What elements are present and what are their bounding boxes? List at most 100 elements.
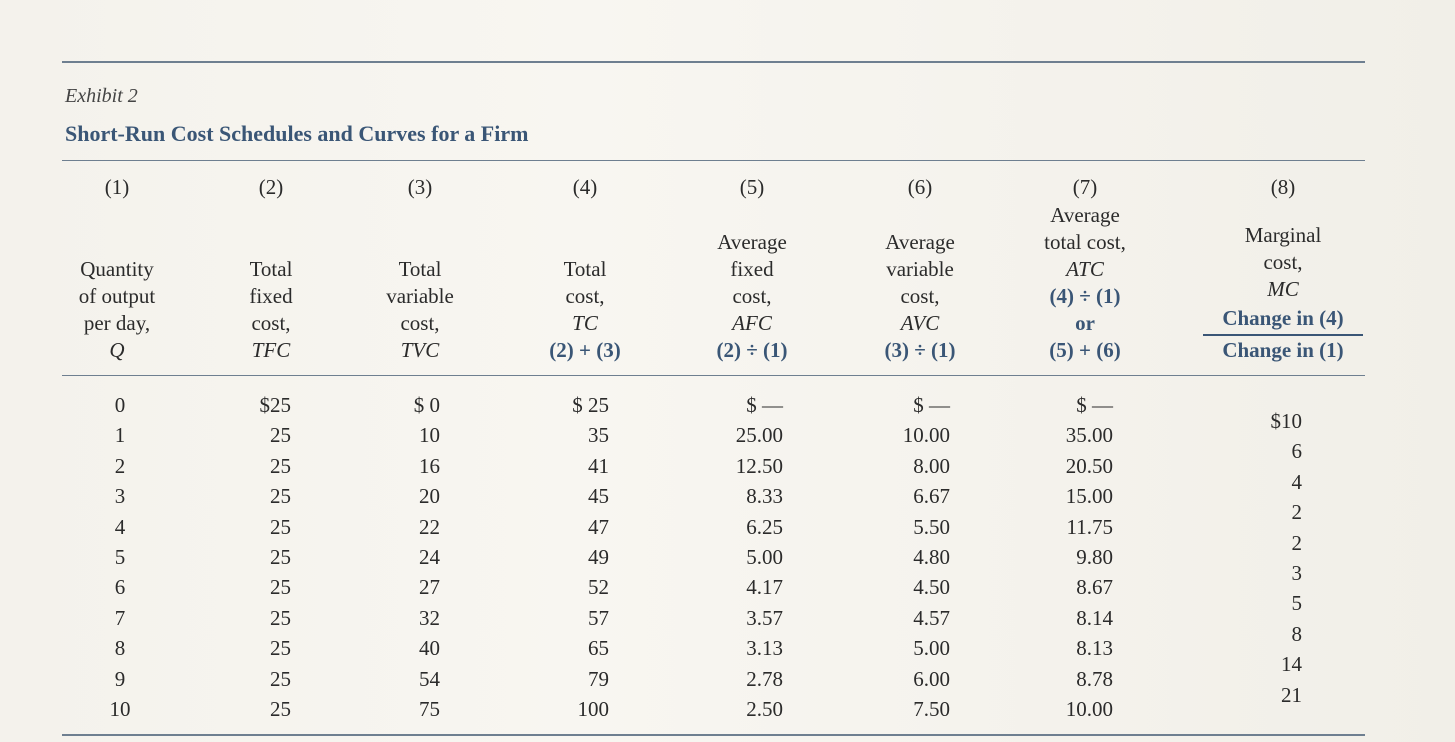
- table-cell: 25: [270, 575, 291, 600]
- table-cell: 15.00: [1065, 484, 1113, 509]
- table-cell: 25: [270, 605, 291, 630]
- column-number: (4): [572, 175, 598, 199]
- column-header: fixed: [249, 284, 293, 308]
- table-cell: 49: [588, 545, 609, 569]
- fraction-denominator: Change in (1): [1222, 338, 1344, 362]
- table-cell: 4.17: [746, 575, 783, 600]
- marginal-cost: 2: [1291, 530, 1303, 555]
- table-cell: 35: [588, 423, 609, 448]
- column-header: cost,: [251, 311, 291, 335]
- column-header: TC: [572, 311, 598, 335]
- table-cell: 100: [577, 697, 610, 721]
- table-cell: 2.78: [746, 666, 783, 691]
- marginal-cost: 14: [1281, 652, 1302, 677]
- column-header: TVC: [400, 338, 440, 362]
- fraction-numerator: Change in (4): [1222, 306, 1344, 330]
- table-cell: 25: [270, 545, 291, 569]
- table-cell: 27: [419, 575, 440, 600]
- table-cell: 6.25: [746, 514, 783, 539]
- table-cell: 2: [114, 453, 126, 478]
- table-cell: 16: [419, 453, 440, 478]
- marginal-cost: 8: [1291, 621, 1303, 646]
- table-cell: $ —: [1076, 393, 1113, 417]
- table-cell: 5.00: [746, 545, 783, 569]
- column-header: Total: [563, 257, 607, 281]
- column-number: (2): [258, 175, 284, 199]
- column-header: total cost,: [1044, 230, 1126, 254]
- column-header: Quantity: [80, 257, 154, 281]
- column-header: Total: [249, 257, 293, 281]
- table-cell: 54: [419, 666, 440, 691]
- table-cell: 24: [419, 545, 440, 569]
- column-header: (2) + (3): [549, 338, 621, 362]
- table-cell: 35.00: [1065, 423, 1113, 448]
- column-header: Average: [717, 230, 787, 254]
- column-header: ATC: [1066, 257, 1104, 281]
- table-cell: 32: [419, 605, 440, 630]
- column-number: (5): [739, 175, 765, 199]
- table-cell: 8.00: [913, 453, 950, 478]
- table-cell: 6.67: [913, 484, 950, 509]
- table-cell: 45: [588, 484, 609, 509]
- column-header: cost,: [900, 284, 940, 308]
- column-header: Total: [398, 257, 442, 281]
- column-header: or: [1075, 311, 1095, 335]
- column-header: AVC: [900, 311, 940, 335]
- column-header: MC: [1267, 277, 1299, 301]
- table-cell: 8.67: [1076, 575, 1113, 600]
- table-cell: 1: [114, 423, 126, 448]
- table-cell: 40: [419, 636, 440, 661]
- column-number: (6): [907, 175, 933, 199]
- marginal-cost: $10: [1270, 409, 1303, 433]
- table-cell: 5: [114, 545, 126, 569]
- marginal-cost: 5: [1291, 591, 1303, 616]
- table-cell: 57: [588, 605, 609, 630]
- column-header: (3) ÷ (1): [884, 338, 956, 362]
- table-cell: 9.80: [1076, 545, 1113, 569]
- column-header: Marginal: [1244, 223, 1322, 247]
- column-header: cost,: [565, 284, 605, 308]
- table-cell: 5.50: [913, 514, 950, 539]
- table-cell: 11.75: [1066, 514, 1113, 539]
- table-cell: 2.50: [746, 697, 783, 721]
- table-cell: 25: [270, 697, 291, 721]
- table-cell: $25: [259, 393, 292, 417]
- column-header: (2) ÷ (1): [716, 338, 788, 362]
- table-cell: 4.50: [913, 575, 950, 600]
- column-header: Average: [885, 230, 955, 254]
- column-header: cost,: [400, 311, 440, 335]
- table-cell: 25: [270, 484, 291, 509]
- table-cell: $ 0: [413, 393, 440, 417]
- table-cell: 6: [114, 575, 126, 600]
- table-cell: 22: [419, 514, 440, 539]
- table-cell: 0: [114, 393, 126, 417]
- marginal-cost: 21: [1281, 682, 1302, 707]
- table-cell: 7: [114, 605, 126, 630]
- column-header: Average: [1050, 203, 1120, 227]
- table-cell: 52: [588, 575, 609, 600]
- header-rule: [62, 375, 1365, 376]
- column-number: (7): [1072, 175, 1098, 199]
- column-header: per day,: [83, 311, 151, 335]
- table-cell: $ —: [746, 393, 783, 417]
- table-cell: $ —: [913, 393, 950, 417]
- table-cell: 7.50: [913, 697, 950, 721]
- column-header: variable: [886, 257, 954, 281]
- table-cell: 75: [419, 697, 440, 721]
- table-cell: 8.13: [1076, 636, 1113, 661]
- table-cell: $ 25: [572, 393, 609, 417]
- table-cell: 10.00: [1065, 697, 1113, 721]
- table-cell: 4.57: [913, 605, 950, 630]
- column-number: (1): [104, 175, 130, 199]
- table-cell: 8: [114, 636, 126, 661]
- table-cell: 65: [588, 636, 609, 661]
- top-rule: [62, 61, 1365, 63]
- table-cell: 25: [270, 453, 291, 478]
- marginal-cost: 2: [1291, 500, 1303, 525]
- table-cell: 79: [588, 666, 609, 691]
- marginal-cost: 6: [1291, 439, 1303, 464]
- column-header: cost,: [1263, 250, 1303, 274]
- column-header: cost,: [732, 284, 772, 308]
- column-number: (8): [1270, 175, 1296, 199]
